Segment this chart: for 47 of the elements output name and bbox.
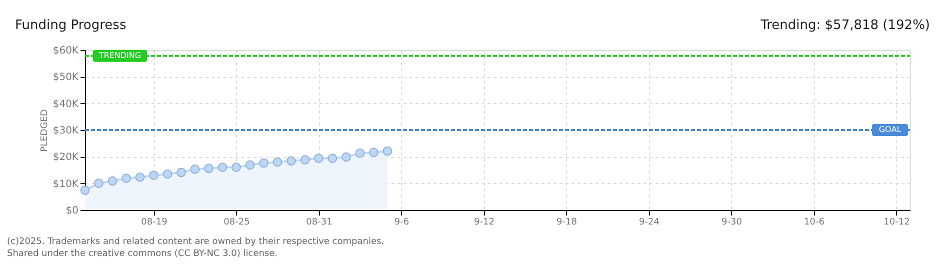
text: Trending: $57,818 (192%)	[760, 18, 930, 33]
x-tick-label: 10-6	[804, 218, 825, 228]
ref-line-label: GOAL	[878, 125, 902, 134]
text: Shared under the creative commons (CC BY-NC 3.0) license.	[7, 249, 278, 259]
point	[232, 162, 241, 172]
point	[80, 186, 90, 195]
x-tick-label: 9-18	[556, 218, 578, 228]
x-tick-label: 08-25	[224, 218, 250, 228]
text: (c)2025. Trademarks and related content are owned by their respective companies.	[7, 237, 384, 247]
x-tick-label: 9-6	[394, 218, 410, 228]
x-tick-label: 9-30	[722, 218, 742, 228]
point	[204, 164, 214, 174]
point	[108, 176, 118, 186]
point	[314, 154, 324, 163]
x-tick-label: 08-19	[141, 218, 168, 228]
y-tick-label: $10K	[52, 178, 79, 190]
point	[176, 168, 186, 178]
point	[190, 164, 200, 174]
point	[218, 162, 228, 172]
y-axis-title: PLEDGED	[40, 109, 50, 152]
point	[328, 154, 338, 163]
ref-line-label: TRENDING	[98, 50, 142, 60]
y-tick-label: $30K	[52, 126, 79, 136]
point	[300, 155, 310, 165]
point	[272, 157, 282, 167]
y-tick-label: $0	[66, 206, 78, 216]
point	[245, 160, 255, 170]
y-tick-label: $50K	[52, 72, 79, 84]
y-tick-label: $40K	[52, 98, 79, 110]
point	[382, 146, 392, 156]
point	[355, 148, 365, 158]
point	[162, 169, 172, 179]
chart-title: Funding Progress	[15, 18, 126, 33]
x-tick-label: 9-24	[639, 218, 660, 228]
point	[94, 178, 104, 188]
y-tick-label: $60K	[52, 46, 79, 56]
x-tick-label: 9-12	[474, 218, 494, 228]
point	[122, 174, 131, 183]
point	[149, 170, 158, 180]
x-tick-label: 10-12	[884, 218, 910, 228]
point	[342, 152, 351, 162]
y-tick-label: $20K	[52, 152, 79, 164]
point	[135, 172, 145, 182]
x-tick-label: 08-31	[306, 218, 332, 228]
point	[286, 156, 296, 166]
point	[259, 158, 268, 168]
point	[369, 148, 378, 158]
